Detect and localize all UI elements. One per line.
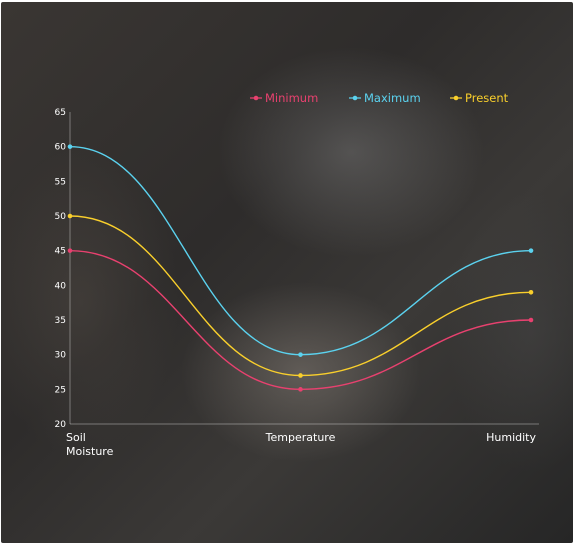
y-tick-label: 55 <box>55 177 66 187</box>
legend-label: Minimum <box>265 91 318 105</box>
y-tick-label: 65 <box>55 108 66 118</box>
data-point-minimum[interactable] <box>67 248 73 253</box>
y-tick-label: 25 <box>55 385 66 395</box>
data-point-minimum[interactable] <box>528 317 534 323</box>
y-tick-label: 50 <box>55 212 67 222</box>
legend-label: Maximum <box>364 91 421 105</box>
y-tick-label: 60 <box>55 143 67 153</box>
y-axis-ticks: 20 25 30 35 40 45 50 55 60 65 <box>55 108 67 430</box>
data-point-maximum[interactable] <box>298 352 303 357</box>
data-point-present[interactable] <box>67 213 73 219</box>
legend-item-maximum[interactable]: Maximum <box>349 91 421 105</box>
y-tick-label: 20 <box>55 420 67 430</box>
series-lines <box>67 144 534 392</box>
data-point-minimum[interactable] <box>298 387 303 392</box>
y-tick-label: 45 <box>55 247 66 257</box>
legend-item-minimum[interactable]: Minimum <box>250 91 318 105</box>
x-category-label-line: Humidity <box>486 431 536 444</box>
y-tick-label: 40 <box>55 281 67 291</box>
legend-swatch-dot <box>352 95 358 101</box>
data-point-present[interactable] <box>298 373 303 378</box>
series-line-maximum <box>69 145 532 356</box>
data-point-maximum[interactable] <box>528 248 534 253</box>
data-point-maximum[interactable] <box>67 144 73 149</box>
series-line-minimum <box>69 249 532 391</box>
chart-axes <box>69 112 539 425</box>
legend-swatch-dot <box>453 95 459 101</box>
x-category-label-line: Temperature <box>265 431 336 444</box>
y-tick-label: 35 <box>55 316 66 326</box>
x-category-label: Soil Moisture <box>66 431 114 458</box>
legend[interactable]: Minimum Maximum Present <box>250 91 509 105</box>
x-category-label-line: Soil <box>66 431 86 444</box>
series-line-present <box>69 215 532 377</box>
y-tick-label: 30 <box>55 351 67 361</box>
legend-label: Present <box>465 91 509 105</box>
x-category-label: Humidity <box>486 431 536 444</box>
data-point-present[interactable] <box>528 289 534 295</box>
legend-item-present[interactable]: Present <box>450 91 509 105</box>
x-category-label-line: Moisture <box>66 445 114 458</box>
x-axis-categories: Soil Moisture Temperature Humidity <box>66 431 536 458</box>
x-category-label: Temperature <box>265 431 336 444</box>
legend-swatch-dot <box>253 95 259 101</box>
